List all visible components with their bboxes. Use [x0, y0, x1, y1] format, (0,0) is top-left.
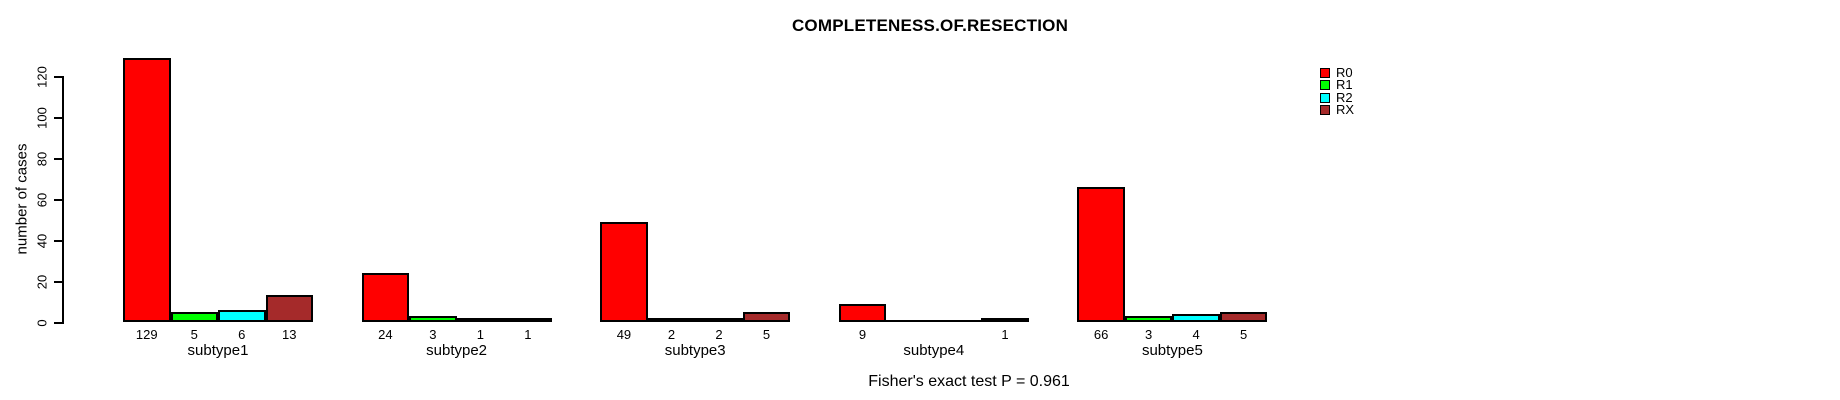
y-tick-label: 120: [34, 66, 50, 88]
bar-value-label: 6: [238, 327, 246, 342]
bar-subtype5-RX: [1219, 311, 1268, 322]
bar-value-label: 2: [667, 327, 676, 342]
y-tick: [54, 117, 62, 119]
legend-item-R2: R2: [1320, 89, 1354, 105]
y-tick-label: 40: [34, 233, 50, 249]
category-label-subtype2: subtype2: [426, 342, 488, 359]
category-label-subtype5: subtype5: [1141, 342, 1203, 359]
bar-value-label: 2: [715, 327, 723, 342]
bar-value-label: 5: [190, 327, 198, 342]
bar-value-label: 5: [1240, 327, 1248, 342]
bar-subtype4-R2: [933, 320, 982, 322]
legend-label: RX: [1336, 101, 1355, 117]
bar-subtype2-RX: [504, 318, 552, 322]
y-tick: [54, 199, 62, 201]
bar-subtype3-R0: [600, 221, 648, 322]
bar-subtype2-R1: [409, 315, 457, 322]
chart-title: COMPLETENESS.OF.RESECTION: [791, 16, 1069, 35]
legend-item-R1: R1: [1320, 77, 1354, 93]
bar-value-label: 1: [524, 327, 532, 342]
y-tick: [54, 281, 62, 283]
y-tick: [54, 240, 62, 242]
bar-value-label: 4: [1192, 327, 1200, 342]
bar-subtype3-R1: [647, 317, 696, 322]
bar-subtype4-R0: [838, 303, 887, 322]
bar-value-label: 1: [476, 327, 484, 342]
y-tick: [54, 158, 62, 160]
legend-swatch-R0: [1320, 68, 1330, 79]
bar-value-label: 49: [616, 327, 632, 342]
bar-subtype4-RX: [981, 318, 1029, 322]
bar-value-label: 3: [429, 327, 437, 342]
bar-value-label: 24: [378, 327, 393, 342]
legend-item-R0: R0: [1320, 65, 1354, 80]
bar-subtype1-R0: [123, 57, 171, 322]
bar-subtype1-RX: [265, 295, 313, 322]
legend-label: R0: [1336, 65, 1353, 80]
bar-value-label: 66: [1093, 327, 1109, 342]
bar-subtype2-R0: [361, 272, 410, 322]
category-label-subtype4: subtype4: [903, 342, 965, 359]
fisher-test-annotation: Fisher's exact test P = 0.961: [868, 373, 1070, 390]
y-tick-label: 60: [34, 192, 50, 208]
bar-subtype3-RX: [742, 311, 791, 322]
y-tick-label: 20: [34, 274, 50, 290]
bar-subtype1-R2: [218, 309, 266, 322]
y-tick-label: 100: [34, 107, 50, 129]
legend-swatch-R2: [1320, 92, 1330, 103]
y-tick-label: 0: [34, 319, 50, 327]
bar-subtype3-R2: [695, 317, 743, 322]
bar-value-label: 5: [762, 327, 771, 342]
y-tick-label: 80: [34, 151, 50, 167]
bar-value-label: 13: [282, 327, 297, 342]
bar-value-label: 129: [135, 327, 158, 342]
bar-subtype1-R1: [170, 311, 218, 322]
legend-item-RX: RX: [1320, 101, 1355, 117]
bar-subtype4-R1: [886, 320, 934, 322]
bar-subtype2-R2: [456, 318, 505, 322]
legend-swatch-R1: [1320, 80, 1330, 91]
category-label-subtype3: subtype3: [664, 342, 726, 359]
y-tick: [54, 76, 62, 78]
legend-label: R2: [1336, 89, 1353, 105]
legend: R0 R1 R2 RX: [1320, 65, 1355, 117]
bar-subtype5-R2: [1172, 313, 1220, 322]
bar-value-label: 9: [858, 327, 867, 342]
legend-label: R1: [1336, 77, 1353, 93]
bar-value-label: 3: [1145, 327, 1153, 342]
y-tick: [54, 322, 62, 324]
bar-subtype5-R0: [1077, 186, 1125, 322]
legend-swatch-RX: [1320, 105, 1330, 116]
bar-value-label: 1: [1001, 327, 1009, 342]
bar-subtype5-R1: [1124, 315, 1173, 322]
y-axis-line: [62, 76, 64, 324]
category-label-subtype1: subtype1: [187, 342, 249, 359]
